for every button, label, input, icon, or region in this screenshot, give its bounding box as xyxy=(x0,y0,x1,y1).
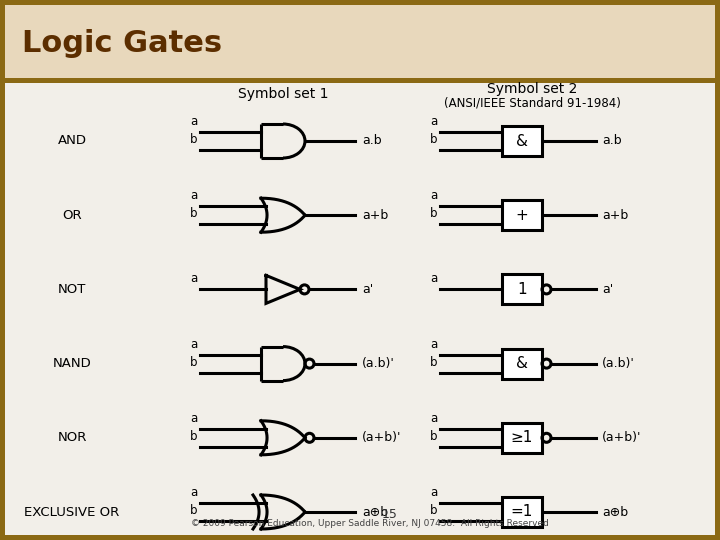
Bar xyxy=(502,349,542,379)
Text: =1: =1 xyxy=(510,504,534,519)
Text: a: a xyxy=(431,115,438,128)
Text: a: a xyxy=(431,189,438,202)
Text: NAND: NAND xyxy=(53,357,91,370)
Text: a: a xyxy=(190,272,197,286)
Bar xyxy=(502,126,542,156)
Text: NOR: NOR xyxy=(58,431,86,444)
Bar xyxy=(502,497,542,527)
Text: © 2009 Pearson Education, Upper Saddle River, NJ 07458.  All Rights Reserved: © 2009 Pearson Education, Upper Saddle R… xyxy=(191,519,549,529)
Text: a: a xyxy=(190,486,197,499)
Text: (a+b)': (a+b)' xyxy=(362,431,402,444)
Text: EXCLUSIVE OR: EXCLUSIVE OR xyxy=(24,505,120,518)
Text: a+b: a+b xyxy=(362,208,388,222)
Text: a: a xyxy=(190,115,197,128)
Bar xyxy=(5,83,715,535)
Text: a+b: a+b xyxy=(602,208,629,222)
Text: b: b xyxy=(431,504,438,517)
Text: +: + xyxy=(516,208,528,222)
Text: b: b xyxy=(431,133,438,146)
Text: a.b: a.b xyxy=(602,134,621,147)
Text: a: a xyxy=(431,338,438,350)
Text: b: b xyxy=(431,356,438,369)
Text: Symbol set 1: Symbol set 1 xyxy=(238,87,328,101)
Text: a.b: a.b xyxy=(362,134,382,147)
Text: ≥1: ≥1 xyxy=(510,430,534,445)
Text: b: b xyxy=(190,430,198,443)
Text: b: b xyxy=(431,207,438,220)
Text: b: b xyxy=(190,133,198,146)
Text: Logic Gates: Logic Gates xyxy=(22,29,222,57)
Bar xyxy=(502,200,542,230)
Bar xyxy=(502,274,542,305)
Text: &: & xyxy=(516,133,528,148)
Text: &: & xyxy=(516,356,528,371)
Text: a⊕b: a⊕b xyxy=(602,505,628,518)
Text: a': a' xyxy=(362,283,373,296)
Text: AND: AND xyxy=(58,134,86,147)
Text: (a.b)': (a.b)' xyxy=(602,357,635,370)
Text: NOT: NOT xyxy=(58,283,86,296)
Text: a: a xyxy=(190,189,197,202)
Text: (a+b)': (a+b)' xyxy=(602,431,642,444)
Text: a': a' xyxy=(602,283,613,296)
Text: a: a xyxy=(431,272,438,286)
Bar xyxy=(5,5,715,78)
Text: b: b xyxy=(190,207,198,220)
Text: a: a xyxy=(190,338,197,350)
Text: b: b xyxy=(190,356,198,369)
Text: Symbol set 2: Symbol set 2 xyxy=(487,82,577,96)
Text: (ANSI/IEEE Standard 91-1984): (ANSI/IEEE Standard 91-1984) xyxy=(444,97,621,110)
Text: 1: 1 xyxy=(517,282,527,297)
Text: 15: 15 xyxy=(382,508,398,521)
Text: a: a xyxy=(431,412,438,425)
Text: (a.b)': (a.b)' xyxy=(362,357,395,370)
Bar xyxy=(502,423,542,453)
Text: a: a xyxy=(190,412,197,425)
Text: OR: OR xyxy=(62,208,82,222)
Text: b: b xyxy=(431,430,438,443)
Text: a: a xyxy=(431,486,438,499)
Text: b: b xyxy=(190,504,198,517)
Text: a⊕b: a⊕b xyxy=(362,505,388,518)
